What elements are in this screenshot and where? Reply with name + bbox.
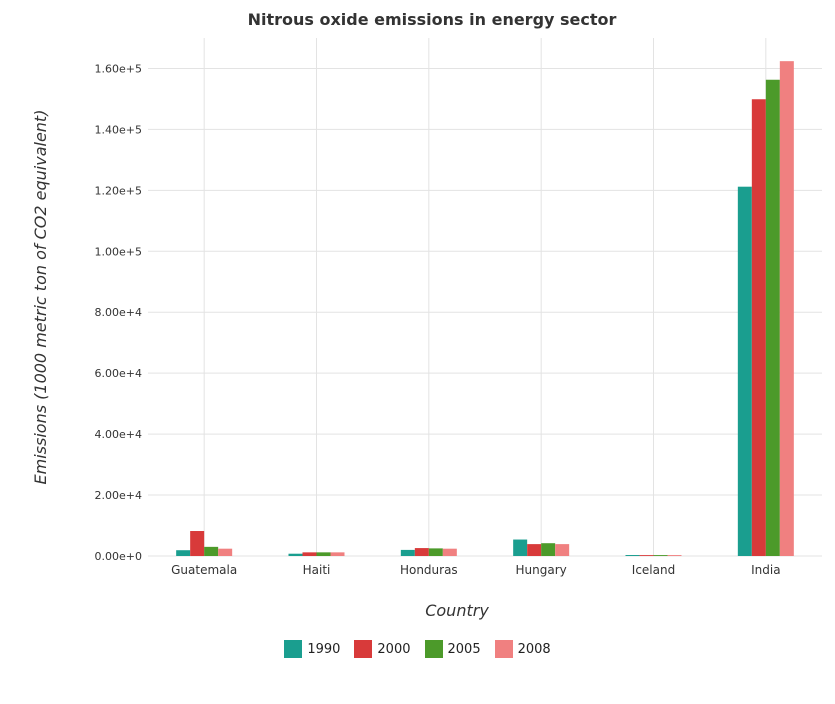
legend-label: 1990 [307,642,340,657]
x-tick-label: Iceland [632,563,675,577]
bar-2005-haiti [317,552,331,556]
y-tick-label: 1.60e+5 [95,62,142,75]
grid-lines [148,38,822,556]
bar-1990-hungary [513,540,527,556]
bar-2008-india [780,61,794,556]
bar-1990-honduras [401,550,415,556]
bar-2008-haiti [331,552,345,556]
chart-title: Nitrous oxide emissions in energy sector [248,10,617,29]
x-tick-label: India [751,563,780,577]
y-tick-label: 0.00e+0 [95,550,142,563]
bar-2008-guatemala [218,549,232,556]
y-tick-label: 6.00e+4 [95,367,142,380]
legend-label: 2008 [518,642,551,657]
bar-2005-iceland [654,555,668,556]
bars-group [176,61,794,556]
bar-2000-iceland [640,555,654,556]
legend-swatch [354,640,372,658]
legend-item-2008: 2008 [495,640,551,658]
legend: 1990 2000 2005 2008 [0,640,835,658]
bar-2008-hungary [555,544,569,556]
x-tick-label: Hungary [516,563,567,577]
y-axis-ticks: 0.00e+0 2.00e+4 4.00e+4 6.00e+4 8.00e+4 1.00e… [95,62,142,563]
bar-2000-honduras [415,548,429,556]
y-tick-label: 2.00e+4 [95,489,142,502]
x-tick-label: Haiti [303,563,331,577]
y-tick-label: 1.00e+5 [95,245,142,258]
legend-swatch [425,640,443,658]
legend-item-2005: 2005 [425,640,481,658]
y-tick-label: 8.00e+4 [95,306,142,319]
y-tick-label: 4.00e+4 [95,428,142,441]
bar-1990-iceland [626,555,640,556]
x-tick-label: Guatemala [171,563,237,577]
bar-2005-hungary [541,543,555,556]
y-tick-label: 1.40e+5 [95,123,142,136]
x-axis-ticks: Guatemala Haiti Honduras Hungary Iceland Indi… [171,563,780,577]
bar-2000-haiti [303,552,317,556]
legend-item-1990: 1990 [284,640,340,658]
bar-1990-haiti [289,554,303,556]
bar-2000-hungary [527,544,541,556]
legend-label: 2000 [377,642,410,657]
legend-label: 2005 [448,642,481,657]
x-axis-label: Country [425,601,489,620]
x-tick-label: Honduras [400,563,458,577]
legend-item-2000: 2000 [354,640,410,658]
bar-2008-iceland [668,555,682,556]
bar-2005-honduras [429,548,443,556]
bar-1990-india [738,187,752,556]
bar-2005-guatemala [204,547,218,556]
bar-2000-india [752,99,766,556]
legend-swatch [495,640,513,658]
bar-1990-guatemala [176,550,190,556]
bar-2000-guatemala [190,531,204,556]
bar-2008-honduras [443,549,457,556]
y-axis-label: Emissions (1000 metric ton of CO2 equiva… [31,110,50,485]
y-tick-label: 1.20e+5 [95,184,142,197]
bar-2005-india [766,80,780,556]
legend-swatch [284,640,302,658]
